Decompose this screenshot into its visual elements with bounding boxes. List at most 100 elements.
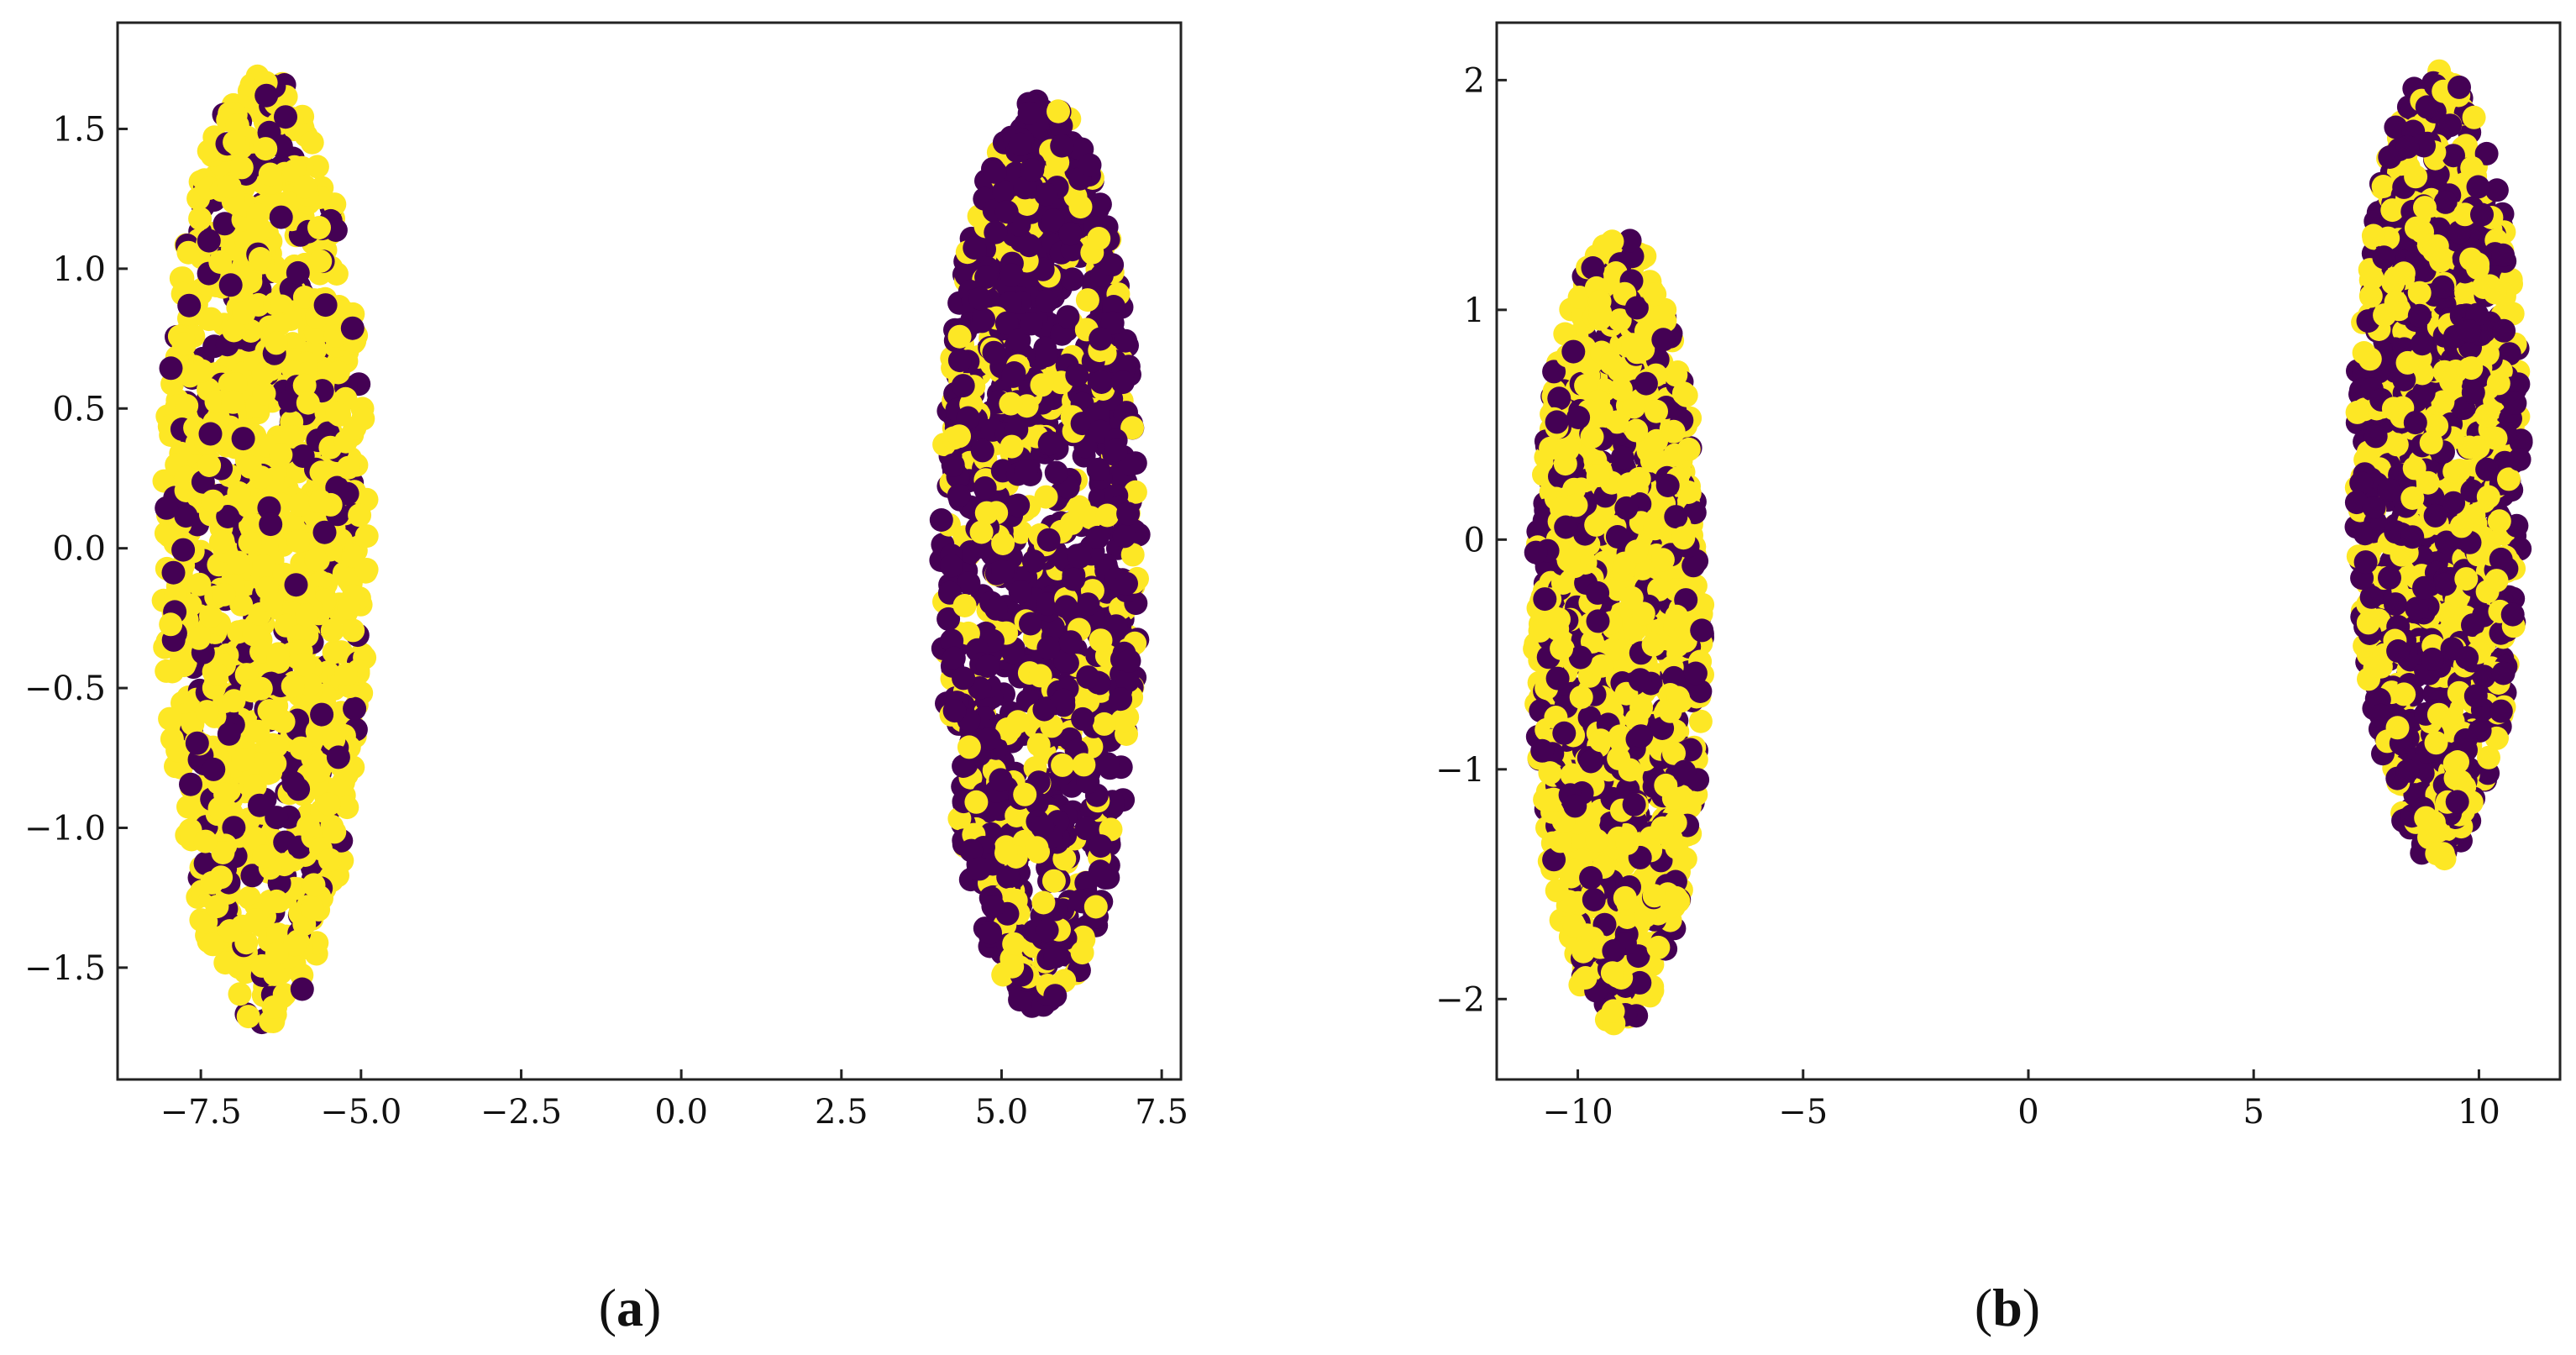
scatter-point — [205, 895, 229, 919]
scatter-point — [1001, 640, 1025, 664]
scatter-point — [1579, 866, 1603, 890]
scatter-point — [326, 360, 350, 385]
scatter-point — [251, 362, 275, 386]
scatter-point — [175, 394, 199, 418]
x-tick-label: −5.0 — [320, 1093, 401, 1132]
scatter-point — [1661, 419, 1686, 444]
panel-a-ticks: −7.5 −5.0 −2.5 0.0 2.5 5.0 7.5−1.5−1.0−0.50.00… — [24, 110, 1188, 1132]
scatter-point — [1584, 512, 1608, 537]
scatter-point — [1110, 370, 1135, 395]
scatter-point — [190, 359, 214, 383]
scatter-point — [239, 270, 263, 294]
scatter-point — [1035, 344, 1058, 368]
scatter-point — [322, 727, 346, 752]
scatter-point — [177, 293, 202, 318]
scatter-point — [1110, 709, 1135, 733]
scatter-point — [309, 460, 333, 485]
scatter-point — [977, 727, 1001, 751]
scatter-point — [994, 311, 1019, 335]
scatter-point — [1054, 595, 1078, 619]
scatter-point — [195, 700, 219, 724]
scatter-point — [217, 722, 241, 746]
scatter-point — [1568, 645, 1592, 670]
panel-a-cluster-2 — [929, 89, 1151, 1018]
scatter-point — [354, 558, 379, 581]
scatter-point — [1643, 282, 1667, 307]
scatter-point — [974, 501, 999, 525]
scatter-point — [1672, 759, 1697, 784]
scatter-point — [1095, 752, 1120, 776]
scatter-point — [231, 748, 255, 772]
scatter-point — [300, 895, 324, 920]
scatter-point — [284, 573, 308, 597]
scatter-point — [1006, 493, 1031, 517]
scatter-point — [259, 512, 283, 537]
scatter-point — [998, 291, 1022, 315]
scatter-point — [1008, 132, 1032, 156]
scatter-point — [193, 829, 218, 853]
scatter-point — [176, 795, 200, 819]
x-tick-label: −7.5 — [160, 1093, 242, 1132]
scatter-point — [1650, 816, 1675, 840]
scatter-point — [1664, 505, 1688, 529]
scatter-point — [265, 806, 289, 830]
scatter-point — [1100, 311, 1125, 335]
scatter-point — [212, 582, 236, 607]
scatter-point — [265, 942, 289, 966]
scatter-point — [257, 699, 281, 723]
scatter-point — [223, 372, 248, 396]
scatter-point — [281, 511, 305, 535]
scatter-point — [281, 771, 306, 795]
scatter-point — [1043, 945, 1068, 969]
scatter-point — [160, 659, 185, 684]
scatter-point — [174, 504, 198, 528]
scatter-point — [983, 160, 1007, 184]
scatter-point — [227, 550, 250, 575]
scatter-point — [973, 476, 997, 500]
scatter-point — [296, 391, 320, 415]
scatter-point — [1060, 267, 1084, 291]
scatter-point — [1041, 208, 1065, 233]
scatter-point — [1068, 195, 1093, 219]
scatter-point — [1641, 633, 1666, 657]
scatter-point — [252, 381, 276, 406]
scatter-point — [1545, 410, 1569, 434]
scatter-point — [1631, 338, 1655, 361]
scatter-point — [240, 512, 265, 537]
scatter-point — [300, 130, 324, 155]
scatter-point — [994, 841, 1018, 865]
scatter-point — [2487, 509, 2511, 533]
scatter-point — [970, 439, 994, 463]
scatter-point — [1662, 741, 1686, 765]
scatter-point — [252, 554, 276, 578]
scatter-point — [1118, 453, 1142, 477]
x-tick-label: −2.5 — [480, 1093, 562, 1132]
x-tick-label: 0.0 — [654, 1093, 708, 1132]
scatter-point — [348, 503, 372, 528]
scatter-point — [1062, 567, 1086, 591]
scatter-point — [238, 530, 262, 554]
scatter-point — [1642, 884, 1666, 908]
scatter-point — [1585, 828, 1609, 853]
scatter-point — [968, 286, 993, 311]
scatter-point — [1554, 515, 1578, 539]
scatter-point — [1530, 738, 1555, 763]
scatter-point — [335, 796, 359, 820]
panel-b-cluster-2 — [2344, 59, 2533, 871]
scatter-point — [1545, 879, 1569, 903]
scatter-point — [218, 919, 242, 943]
scatter-point — [343, 696, 367, 721]
scatter-point — [959, 838, 984, 863]
scatter-point — [1613, 885, 1637, 910]
scatter-point — [334, 662, 359, 686]
scatter-point — [185, 731, 209, 755]
scatter-point — [1060, 511, 1084, 535]
scatter-point — [940, 628, 964, 653]
scatter-point — [1120, 416, 1145, 440]
scatter-point — [2477, 745, 2500, 769]
scatter-point — [1117, 649, 1141, 673]
scatter-point — [222, 318, 246, 343]
scatter-point — [222, 689, 246, 713]
scatter-point — [222, 816, 246, 840]
